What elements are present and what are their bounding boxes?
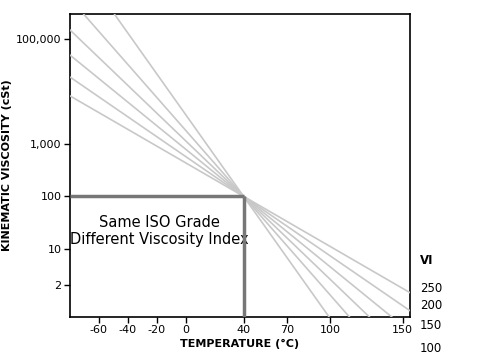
Text: Same ISO Grade
Different Viscosity Index: Same ISO Grade Different Viscosity Index [70, 215, 249, 247]
Text: VI: VI [420, 253, 434, 266]
Text: 150: 150 [420, 319, 442, 332]
Text: 250: 250 [420, 282, 442, 295]
Text: 200: 200 [420, 299, 442, 312]
Y-axis label: KINEMATIC VISCOSITY (cSt): KINEMATIC VISCOSITY (cSt) [2, 80, 12, 252]
Text: 100: 100 [420, 342, 442, 355]
X-axis label: TEMPERATURE (°C): TEMPERATURE (°C) [180, 339, 300, 349]
